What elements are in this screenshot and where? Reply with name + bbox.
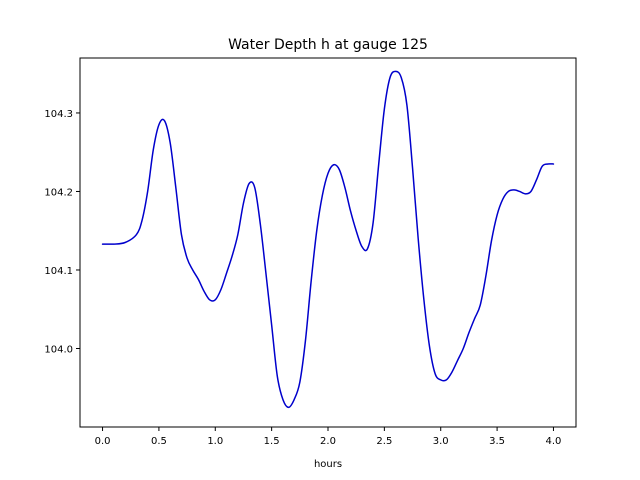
x-axis: 0.0 0.5 1.0 1.5 2.0 2.5 3.0 3.5 4.0 xyxy=(95,427,562,447)
series-line-0 xyxy=(101,70,555,409)
x-tick-label: 2.5 xyxy=(376,436,392,447)
y-tick-label: 104.2 xyxy=(44,187,73,198)
x-tick-label: 1.5 xyxy=(264,436,280,447)
y-tick-label: 104.3 xyxy=(44,109,73,120)
x-tick-label: 3.0 xyxy=(433,436,449,447)
x-tick-label: 4.0 xyxy=(546,436,562,447)
plot-layer xyxy=(101,70,555,409)
x-tick-label: 0.5 xyxy=(151,436,167,447)
y-tick-label: 104.0 xyxy=(44,344,73,355)
x-tick-label: 2.0 xyxy=(320,436,336,447)
x-axis-label: hours xyxy=(314,459,342,470)
x-tick-label: 1.0 xyxy=(207,436,223,447)
chart-title: Water Depth h at gauge 125 xyxy=(228,37,428,53)
y-tick-label: 104.1 xyxy=(44,266,73,277)
x-tick-label: 0.0 xyxy=(95,436,111,447)
y-axis: 104.0 104.1 104.2 104.3 xyxy=(44,109,80,355)
x-tick-label: 3.5 xyxy=(489,436,505,447)
